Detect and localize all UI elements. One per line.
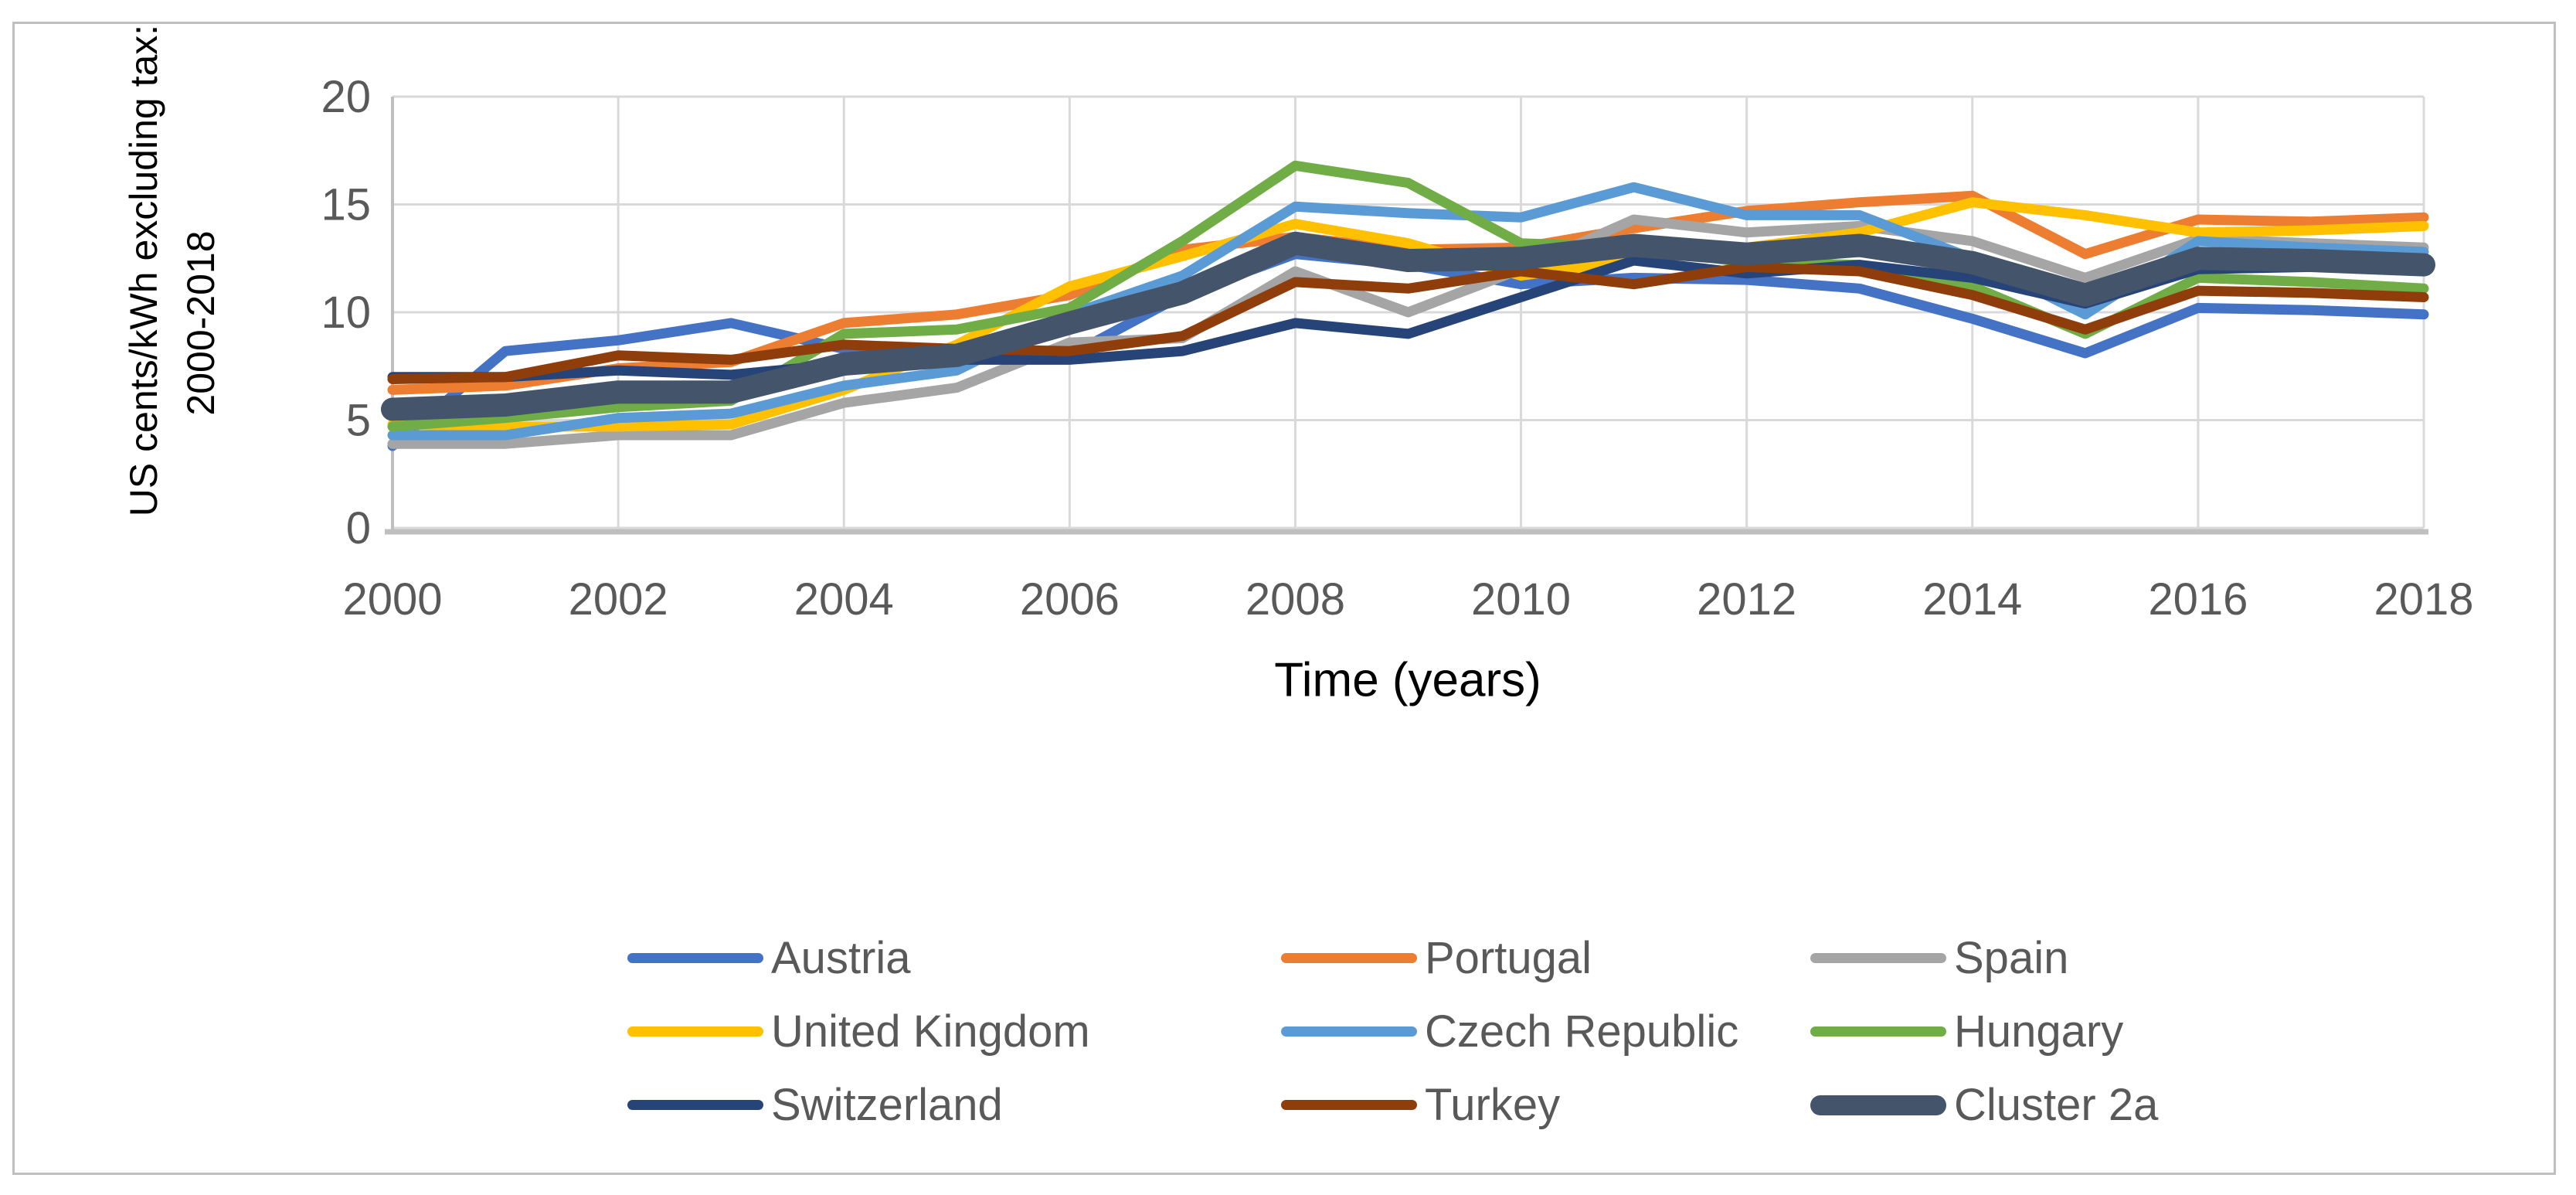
legend-item-czech-republic: Czech Republic <box>1281 995 1810 1068</box>
series-line-czech-republic <box>387 182 2429 441</box>
y-tick-label: 10 <box>321 288 371 338</box>
x-tick-label: 2006 <box>1020 574 1120 625</box>
chart-legend: Austria Portugal Spain United Kingdom Czech … <box>627 921 2289 1142</box>
y-tick-label: 15 <box>321 180 371 230</box>
y-tick-label: 0 <box>346 503 371 553</box>
legend-swatch-united-kingdom <box>627 1026 763 1037</box>
series-line-turkey <box>387 261 2429 384</box>
x-tick-label: 2002 <box>569 574 668 625</box>
legend-item-spain: Spain <box>1810 921 2289 995</box>
series-line-spain <box>387 214 2429 449</box>
legend-swatch-turkey <box>1281 1100 1417 1110</box>
legend-swatch-portugal <box>1281 953 1417 963</box>
legend-swatch-austria <box>627 953 763 963</box>
legend-item-portugal: Portugal <box>1281 921 1810 995</box>
legend-label: Spain <box>1954 932 2069 983</box>
x-tick-label: 2016 <box>2148 574 2248 625</box>
legend-item-hungary: Hungary <box>1810 995 2289 1068</box>
x-tick-label: 2000 <box>342 574 442 625</box>
legend-item-switzerland: Switzerland <box>627 1068 1281 1142</box>
x-tick-label: 2012 <box>1697 574 1796 625</box>
legend-label: Cluster 2a <box>1954 1079 2159 1130</box>
legend-item-united-kingdom: United Kingdom <box>627 995 1281 1068</box>
legend-swatch-switzerland <box>627 1100 763 1110</box>
x-tick-label: 2008 <box>1246 574 1345 625</box>
series-line-united-kingdom <box>387 197 2429 432</box>
legend-swatch-cluster-2a <box>1810 1095 1946 1115</box>
series-line-cluster-2a <box>381 231 2435 421</box>
legend-label: Portugal <box>1425 932 1592 983</box>
y-axis-title-line1: US cents/kWh excluding tax: <box>122 24 165 517</box>
x-tick-label: 2010 <box>1471 574 1571 625</box>
y-tick-label: 20 <box>321 72 371 122</box>
x-tick-label: 2018 <box>2374 574 2473 625</box>
legend-label: Austria <box>771 932 911 983</box>
x-tick-label: 2014 <box>1922 574 2022 625</box>
legend-swatch-hungary <box>1810 1026 1946 1037</box>
legend-swatch-czech-republic <box>1281 1026 1417 1037</box>
legend-item-turkey: Turkey <box>1281 1068 1810 1142</box>
legend-item-cluster-2a: Cluster 2a <box>1810 1068 2289 1142</box>
legend-label: Turkey <box>1425 1079 1561 1130</box>
x-axis-title: Time (years) <box>1274 653 1541 707</box>
legend-item-austria: Austria <box>627 921 1281 995</box>
legend-swatch-spain <box>1810 953 1946 963</box>
y-tick-label: 5 <box>346 396 371 446</box>
legend-label: Switzerland <box>771 1079 1003 1130</box>
legend-label: Czech Republic <box>1425 1006 1739 1057</box>
y-axis-title-line2: 2000-2018 <box>179 230 223 416</box>
legend-label: United Kingdom <box>771 1006 1090 1057</box>
legend-label: Hungary <box>1954 1006 2124 1057</box>
x-tick-label: 2004 <box>794 574 894 625</box>
